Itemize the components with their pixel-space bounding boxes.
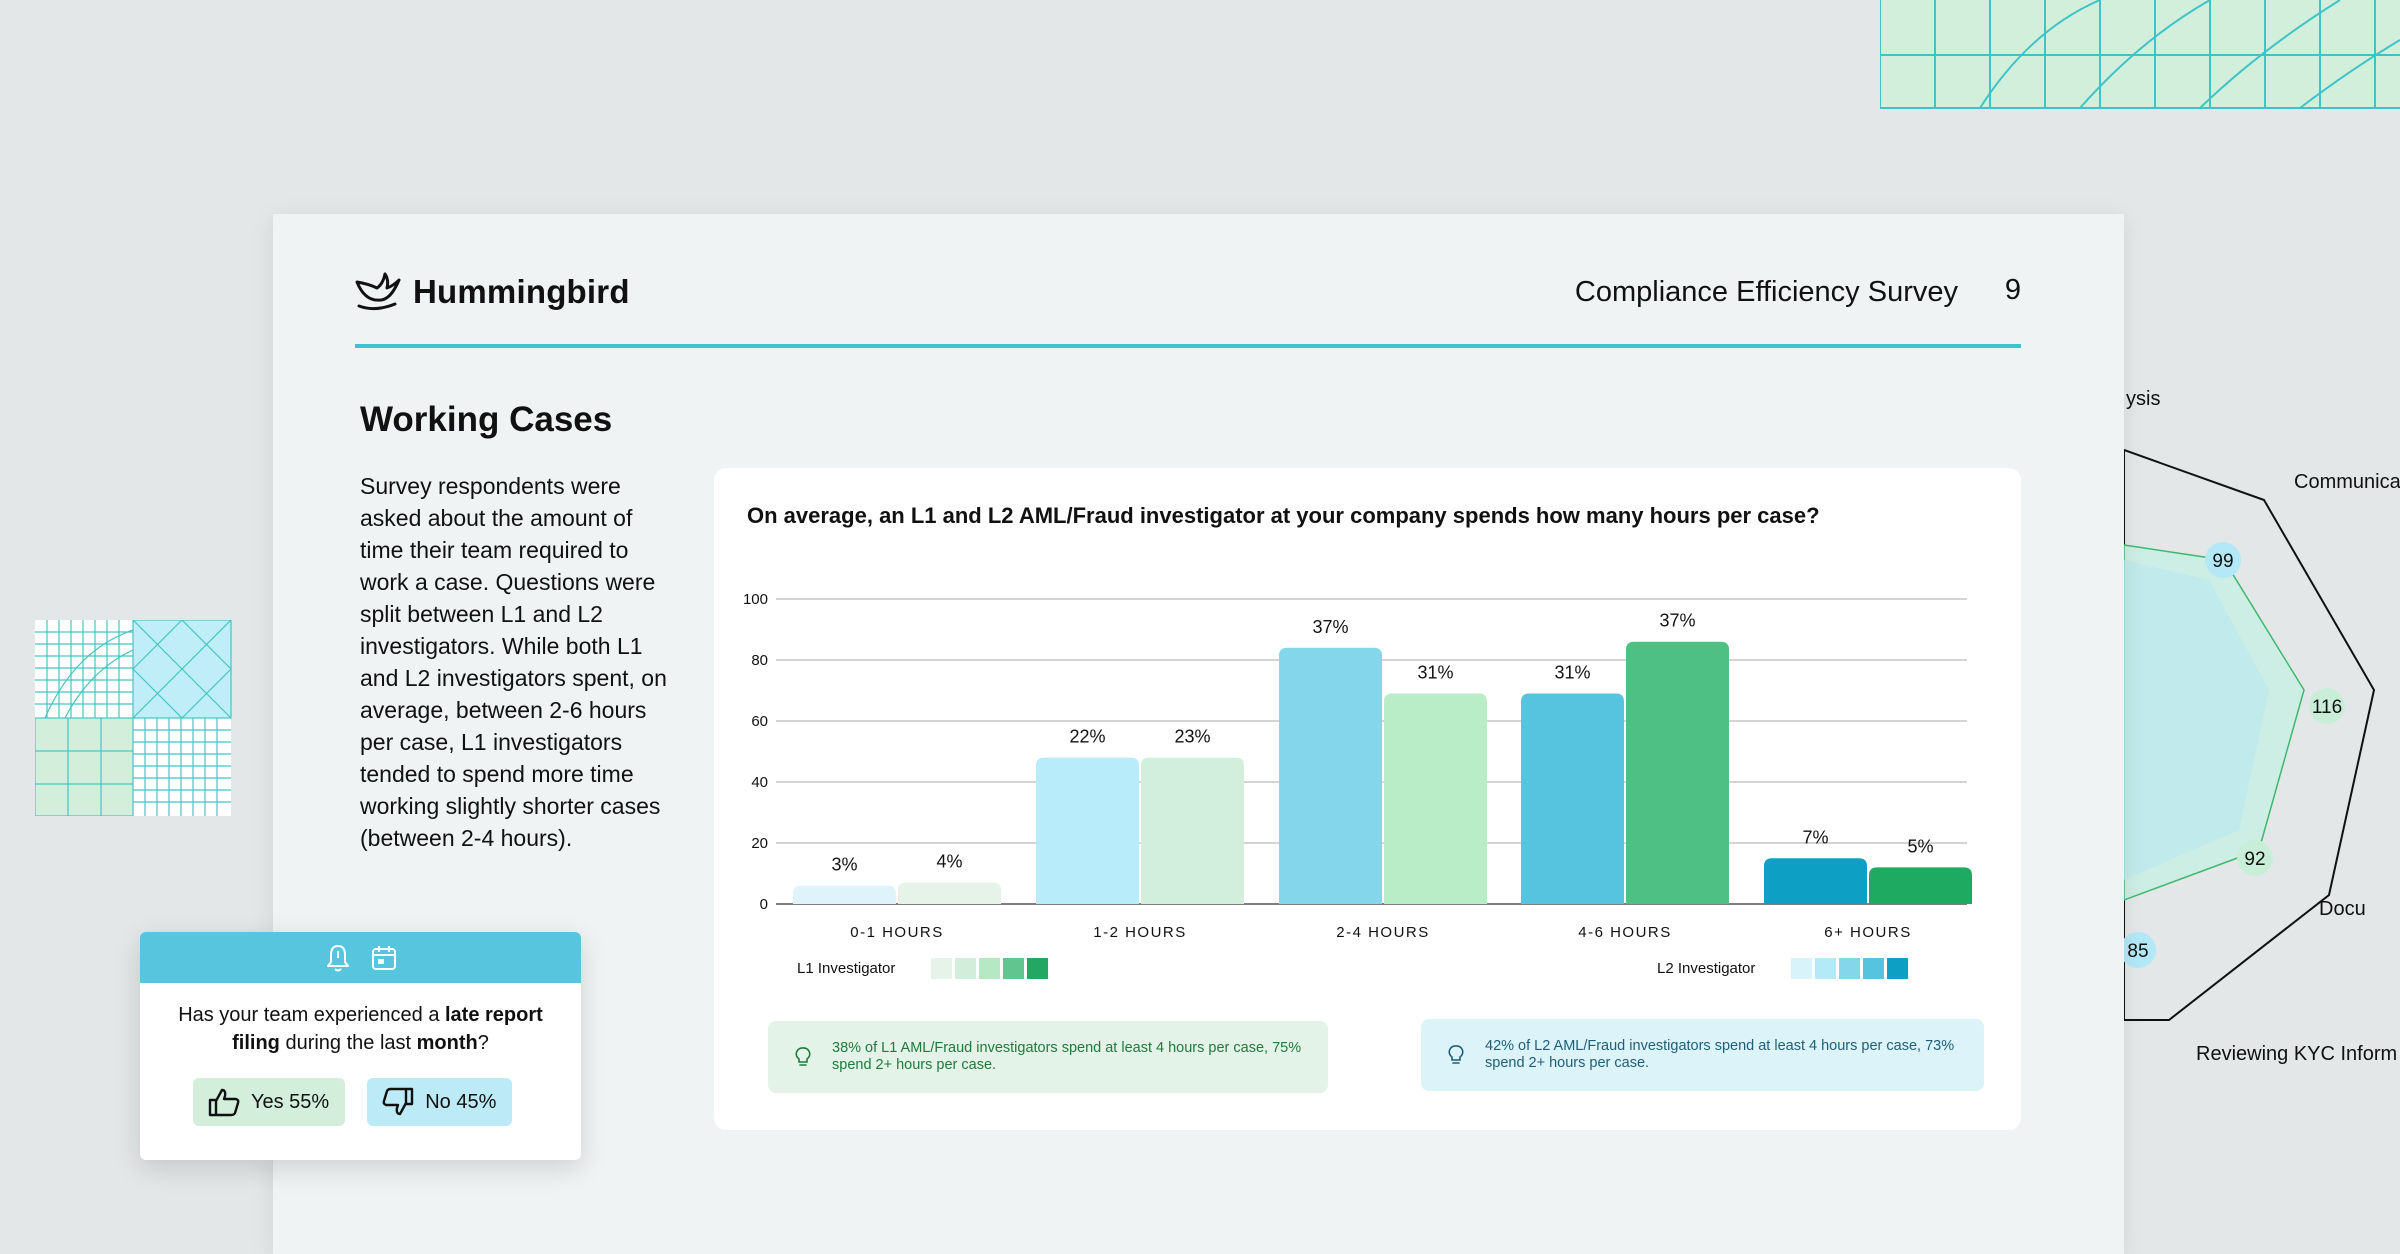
document-title: Compliance Efficiency Survey [1574, 276, 1958, 308]
data-label: 37% [1659, 611, 1695, 631]
page-number: 9 [2004, 274, 2021, 306]
poll-no-button[interactable]: No 45% [367, 1078, 513, 1126]
legend-l2-swatches [1791, 958, 1911, 979]
poll-question: Has your team experienced a late report … [178, 1004, 543, 1054]
radar-label-0: ysis [2126, 388, 2160, 410]
data-label: 37% [1312, 617, 1348, 637]
data-label: 7% [1802, 827, 1828, 847]
insight-note-l1: 38% of L1 AML/Fraud investigators spend … [768, 1021, 1328, 1093]
decorative-grid-tile-top [1880, 0, 2400, 109]
bar [898, 882, 1001, 904]
calendar-icon[interactable] [370, 943, 398, 973]
bar [1036, 757, 1139, 904]
data-label: 22% [1069, 727, 1105, 747]
data-label: 31% [1417, 663, 1453, 683]
x-tick-label: 0-1 HOURS [850, 924, 944, 941]
legend-swatch [1815, 958, 1837, 979]
poll-yes-button[interactable]: Yes 55% [193, 1078, 346, 1126]
bar [1521, 693, 1624, 904]
legend-l2-label: L2 Investigator [1657, 960, 1756, 977]
chart-title: On average, an L1 and L2 AML/Fraud inves… [747, 503, 1820, 528]
lightbulb-icon [1448, 1045, 1464, 1064]
legend-l1-swatches [931, 958, 1051, 979]
legend-swatch [1839, 958, 1861, 979]
thumbs-down-icon [382, 1087, 414, 1116]
data-label: 3% [831, 855, 857, 875]
bar [1384, 693, 1487, 904]
bar-chart: 0 20 40 60 80 100 0-1 HOURS 1-2 HOURS 2-4 HOURS 4… [743, 591, 1972, 941]
hummingbird-logo-icon [355, 272, 401, 311]
decorative-grid-tile-left [35, 620, 232, 816]
radar-value-0: 99 [2212, 551, 2233, 572]
header-divider [355, 344, 2021, 348]
y-tick-label: 40 [751, 774, 768, 791]
legend-swatch [1863, 958, 1885, 979]
bar [1141, 757, 1244, 904]
y-tick-label: 60 [751, 713, 768, 730]
x-tick-label: 1-2 HOURS [1093, 924, 1187, 941]
radar-label-2: Docu [2319, 898, 2366, 920]
poll-yes-label: Yes 55% [251, 1090, 330, 1113]
poll-header [140, 932, 581, 983]
y-tick-label: 20 [751, 835, 768, 852]
legend-swatch [1887, 958, 1909, 979]
background-radar-chart: ysis Communica Docu Reviewing KYC Inform… [2124, 388, 2400, 1065]
insight-text-l1: 38% of L1 AML/Fraud investigators spend … [832, 1040, 1302, 1073]
legend-l1-label: L1 Investigator [797, 960, 896, 977]
data-label: 4% [936, 852, 962, 872]
bar [1869, 867, 1972, 904]
insight-note-l2: 42% of L2 AML/Fraud investigators spend … [1421, 1019, 1984, 1091]
radar-value-2: 92 [2244, 849, 2265, 870]
brand-name: Hummingbird [413, 273, 630, 310]
legend-swatch [955, 958, 977, 979]
report-page: Hummingbird Compliance Efficiency Survey… [273, 214, 2124, 1254]
bar [793, 885, 896, 904]
legend-l1: L1 Investigator [797, 958, 1051, 979]
data-label: 5% [1907, 836, 1933, 856]
x-tick-label: 6+ HOURS [1824, 924, 1911, 941]
legend-swatch [931, 958, 953, 979]
legend-swatch [1027, 958, 1049, 979]
section-body: Survey respondents were asked about the … [360, 473, 667, 851]
insight-text-l2: 42% of L2 AML/Fraud investigators spend … [1485, 1038, 1955, 1071]
radar-label-1: Communica [2294, 471, 2400, 493]
data-label: 23% [1174, 727, 1210, 747]
legend-swatch [1791, 958, 1813, 979]
chart-card: On average, an L1 and L2 AML/Fraud inves… [714, 468, 2021, 1130]
bar [1626, 641, 1729, 904]
y-tick-label: 80 [751, 652, 768, 669]
legend-l2: L2 Investigator [1657, 958, 1911, 979]
y-tick-label: 0 [760, 896, 768, 913]
legend-swatch [1003, 958, 1025, 979]
poll-no-label: No 45% [425, 1090, 497, 1113]
data-label: 31% [1554, 663, 1590, 683]
lightbulb-icon [795, 1047, 811, 1066]
bar [1279, 647, 1382, 904]
radar-value-3: 85 [2127, 941, 2148, 962]
radar-value-1: 116 [2312, 697, 2342, 718]
x-tick-label: 4-6 HOURS [1578, 924, 1672, 941]
brand-logo: Hummingbird [355, 272, 630, 312]
radar-label-3: Reviewing KYC Inform [2196, 1043, 2397, 1065]
thumbs-up-icon [208, 1088, 240, 1117]
y-tick-label: 100 [743, 591, 768, 608]
section-title: Working Cases [360, 400, 613, 439]
legend-swatch [979, 958, 1001, 979]
bell-icon[interactable] [324, 943, 352, 973]
x-tick-label: 2-4 HOURS [1336, 924, 1430, 941]
poll-card: Has your team experienced a late report … [140, 932, 581, 1160]
bar [1764, 858, 1867, 904]
